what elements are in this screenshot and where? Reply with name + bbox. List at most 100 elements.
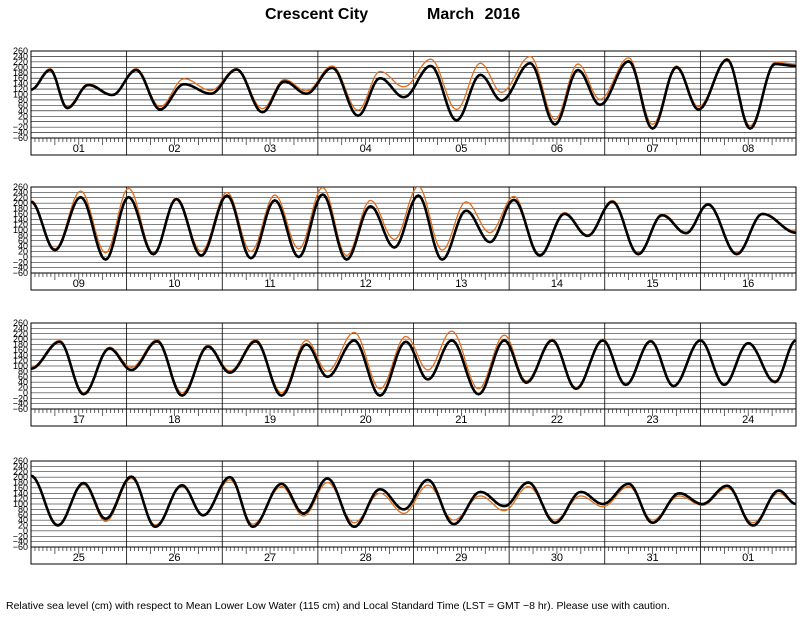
day-label: 29 — [455, 552, 467, 564]
day-label: 19 — [264, 414, 276, 426]
day-label: 05 — [455, 143, 467, 155]
y-tick-label: 240 — [13, 187, 28, 197]
day-label: 02 — [168, 143, 180, 155]
day-label: 20 — [360, 414, 372, 426]
y-tick-label: 200 — [13, 472, 28, 482]
day-label: 25 — [73, 552, 85, 564]
y-tick-label: 100 — [13, 361, 28, 371]
day-label: 10 — [168, 278, 180, 290]
day-label: 24 — [742, 414, 754, 426]
y-tick-label: 220 — [13, 193, 28, 203]
day-label: 21 — [455, 414, 467, 426]
y-tick-label: 240 — [13, 461, 28, 471]
y-tick-label: −60 — [13, 268, 28, 278]
y-tick-label: 180 — [13, 478, 28, 488]
y-tick-label: 40 — [18, 106, 28, 116]
y-tick-label: 240 — [13, 51, 28, 61]
y-tick-label: 40 — [18, 515, 28, 525]
day-label: 08 — [742, 143, 754, 155]
y-tick-label: 40 — [18, 377, 28, 387]
predicted-tide-line — [31, 339, 796, 397]
day-label: 07 — [646, 143, 658, 155]
day-label: 13 — [455, 278, 467, 290]
y-tick-label: 220 — [13, 57, 28, 67]
y-tick-label: 0 — [23, 252, 28, 262]
y-tick-label: −20 — [13, 257, 28, 267]
y-tick-label: 260 — [13, 182, 28, 192]
y-tick-label: 160 — [13, 209, 28, 219]
day-label: 26 — [168, 552, 180, 564]
y-tick-label: 200 — [13, 198, 28, 208]
y-tick-label: 220 — [13, 329, 28, 339]
day-label: 03 — [264, 143, 276, 155]
day-label: 11 — [264, 278, 275, 290]
day-label: 16 — [742, 278, 754, 290]
y-tick-label: 60 — [18, 100, 28, 110]
y-tick-label: 180 — [13, 68, 28, 78]
day-label: 30 — [551, 552, 563, 564]
y-tick-label: −40 — [13, 399, 28, 409]
y-tick-label: 100 — [13, 225, 28, 235]
y-tick-label: −20 — [13, 531, 28, 541]
y-tick-label: 180 — [13, 340, 28, 350]
y-tick-label: 260 — [13, 456, 28, 466]
y-tick-label: 0 — [23, 388, 28, 398]
y-tick-label: −60 — [13, 133, 28, 143]
y-tick-label: 20 — [18, 247, 28, 257]
y-tick-label: 100 — [13, 90, 28, 100]
y-tick-label: 140 — [13, 488, 28, 498]
y-tick-label: −20 — [13, 393, 28, 403]
chart-title-month: March 2016 — [427, 6, 521, 23]
y-tick-label: 160 — [13, 73, 28, 83]
day-label: 09 — [73, 278, 85, 290]
y-tick-label: −20 — [13, 122, 28, 132]
y-tick-label: −40 — [13, 537, 28, 547]
y-tick-label: 20 — [18, 111, 28, 121]
y-tick-label: 80 — [18, 504, 28, 514]
y-tick-label: 120 — [13, 84, 28, 94]
y-tick-label: 120 — [13, 494, 28, 504]
y-tick-label: 120 — [13, 220, 28, 230]
day-label: 04 — [360, 143, 372, 155]
y-tick-label: 0 — [23, 117, 28, 127]
y-tick-label: −40 — [13, 263, 28, 273]
day-label: 12 — [360, 278, 372, 290]
y-tick-label: −60 — [13, 542, 28, 552]
day-label: 01 — [742, 552, 754, 564]
y-tick-label: −40 — [13, 128, 28, 138]
predicted-tide-line — [31, 474, 796, 529]
y-tick-label: 0 — [23, 526, 28, 536]
y-tick-label: 60 — [18, 372, 28, 382]
y-tick-label: 120 — [13, 356, 28, 366]
y-tick-label: 260 — [13, 318, 28, 328]
y-tick-label: 80 — [18, 366, 28, 376]
y-tick-label: 140 — [13, 79, 28, 89]
y-tick-label: 20 — [18, 383, 28, 393]
day-label: 28 — [360, 552, 372, 564]
y-tick-label: 180 — [13, 204, 28, 214]
day-label: 01 — [73, 143, 85, 155]
y-tick-label: 200 — [13, 62, 28, 72]
y-tick-label: 260 — [13, 46, 28, 56]
y-tick-label: 40 — [18, 241, 28, 251]
day-label: 06 — [551, 143, 563, 155]
predicted-tide-line — [31, 58, 796, 130]
y-tick-label: 100 — [13, 499, 28, 509]
y-tick-label: 240 — [13, 323, 28, 333]
y-tick-label: 220 — [13, 467, 28, 477]
y-tick-label: 60 — [18, 510, 28, 520]
y-tick-label: 200 — [13, 334, 28, 344]
footnote: Relative sea level (cm) with respect to … — [6, 600, 670, 612]
day-label: 22 — [551, 414, 563, 426]
y-tick-label: 20 — [18, 521, 28, 531]
y-tick-label: −60 — [13, 404, 28, 414]
y-tick-label: 140 — [13, 214, 28, 224]
y-tick-label: 140 — [13, 350, 28, 360]
day-label: 23 — [646, 414, 658, 426]
tide-chart: 260240220200180160140120100806040200−20−… — [13, 46, 797, 565]
y-tick-label: 60 — [18, 236, 28, 246]
y-tick-label: 160 — [13, 483, 28, 493]
day-label: 17 — [73, 414, 85, 426]
day-label: 15 — [646, 278, 658, 290]
day-label: 27 — [264, 552, 276, 564]
